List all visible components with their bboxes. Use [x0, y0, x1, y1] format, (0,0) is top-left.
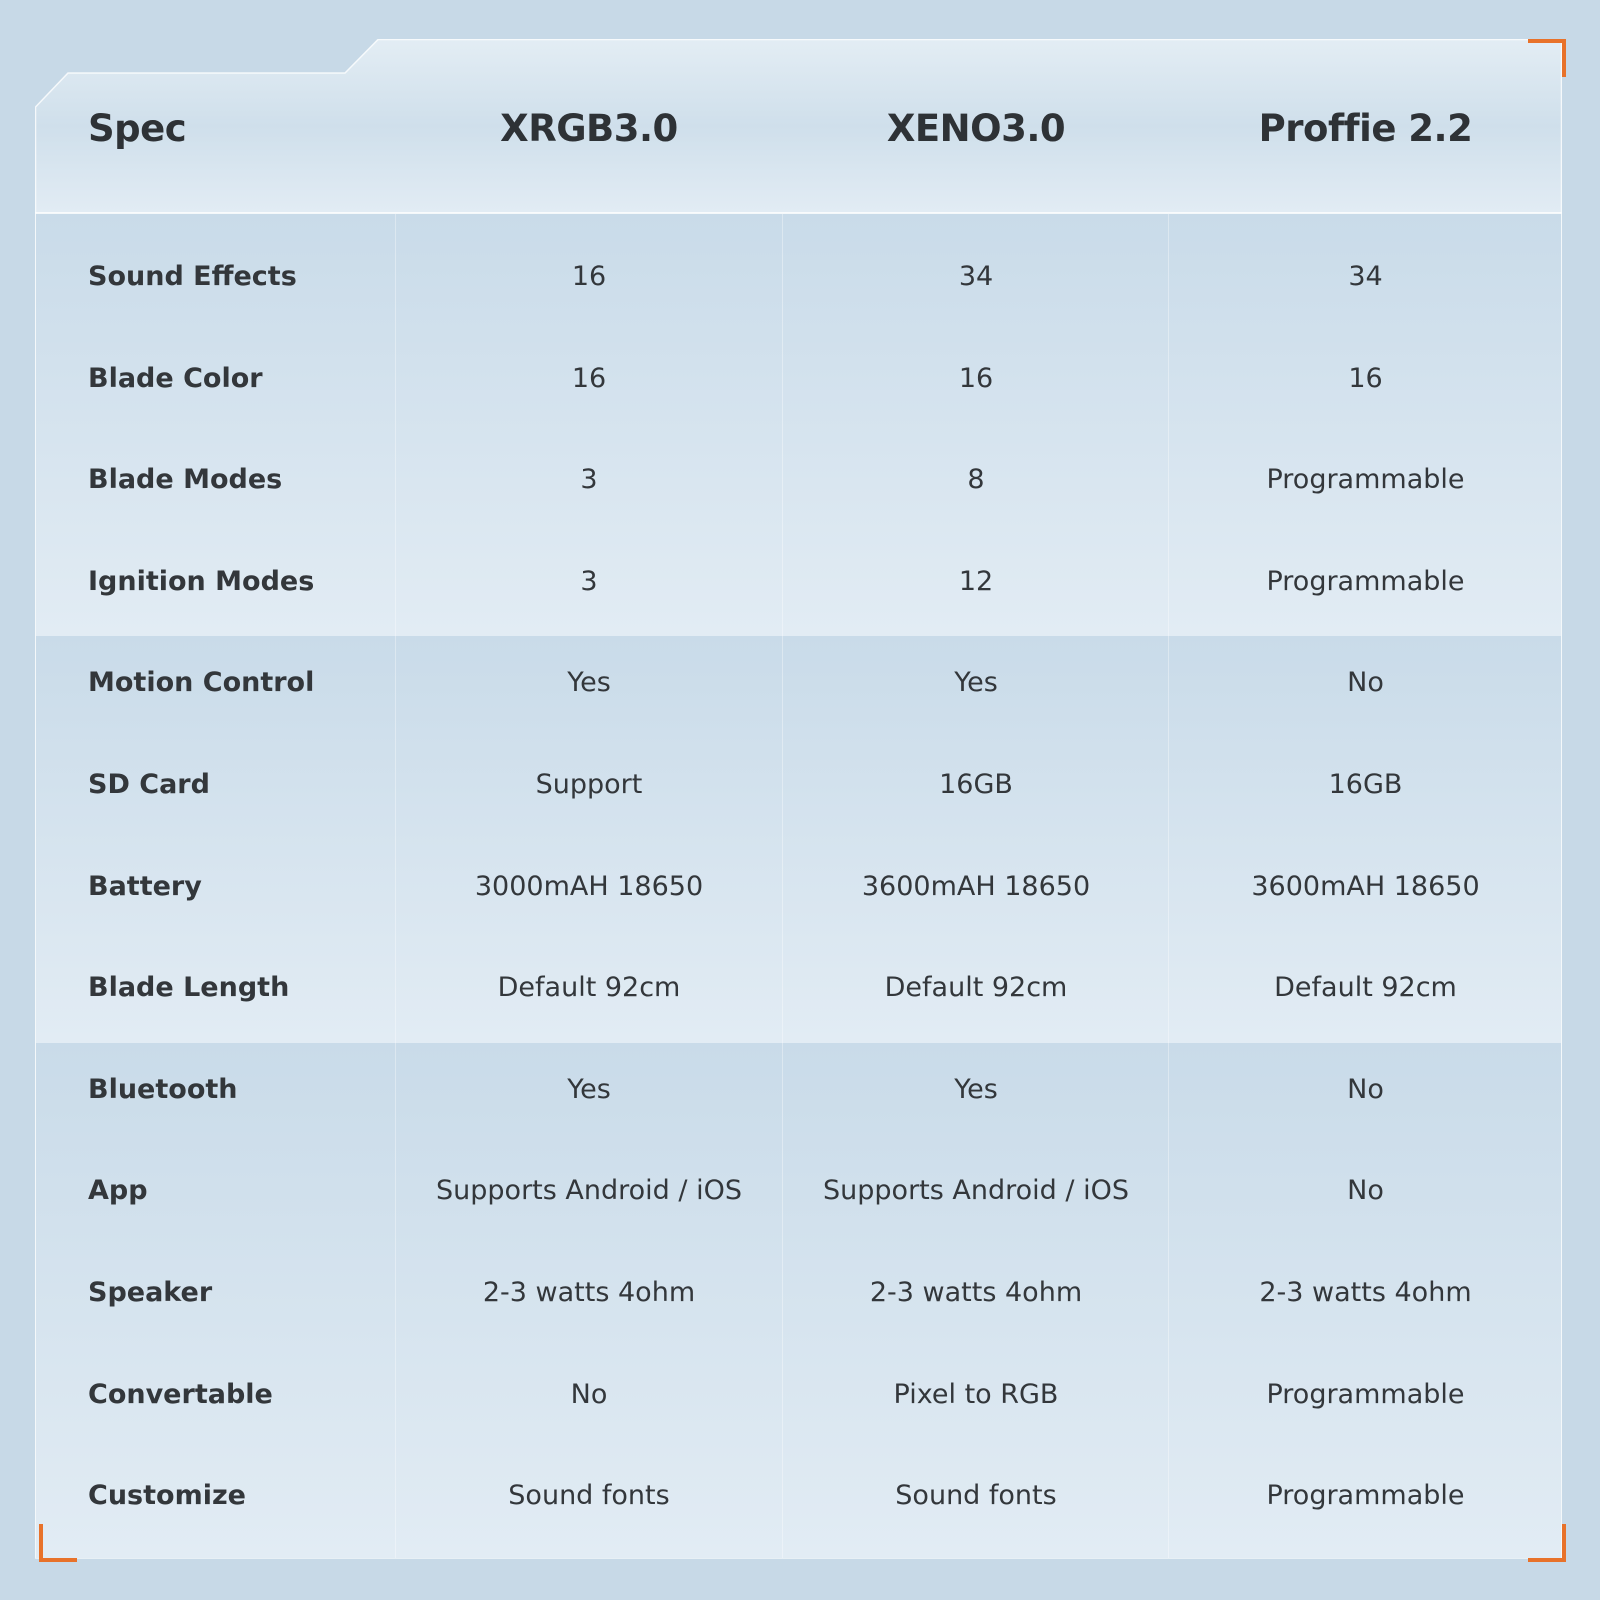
spec-value: Programmable — [1266, 1378, 1465, 1410]
table-row: Convertable No Pixel to RGB Programmable — [35, 1344, 1562, 1445]
spec-value: Programmable — [1266, 565, 1465, 597]
spec-value: Default 92cm — [1274, 972, 1457, 1004]
spec-label: Blade Length — [88, 972, 290, 1004]
spec-value: 16 — [1348, 362, 1383, 394]
table-row: Customize Sound fonts Sound fonts Programma… — [35, 1445, 1562, 1546]
spec-value: Yes — [954, 667, 998, 699]
spec-value: Supports Android / iOS — [436, 1175, 742, 1207]
spec-value: 34 — [958, 261, 994, 292]
table-header: Spec XRGB3.0 XENO3.0 Proffie 2.2 — [35, 39, 1562, 214]
spec-value: No — [1347, 1175, 1384, 1207]
spec-value: 16 — [571, 261, 607, 292]
spec-label: Customize — [88, 1480, 246, 1512]
spec-label: Blade Modes — [88, 464, 283, 496]
spec-value: 16 — [958, 362, 994, 394]
row-group-2 — [36, 636, 1561, 1043]
spec-value: 2-3 watts 4ohm — [869, 1277, 1083, 1308]
corner-accent-bottom-right — [1528, 1524, 1566, 1562]
spec-value: Sound fonts — [895, 1480, 1057, 1512]
table-row: Bluetooth Yes Yes No — [35, 1039, 1562, 1140]
spec-label: SD Card — [88, 769, 210, 800]
spec-label: Bluetooth — [88, 1073, 238, 1105]
spec-value: 12 — [958, 565, 994, 597]
spec-value: Yes — [954, 1073, 998, 1105]
table-row: SD Card Support 16GB 16GB — [35, 734, 1562, 835]
spec-value: Supports Android / iOS — [823, 1175, 1129, 1207]
table-row: Blade Length Default 92cm Default 92cm Defa… — [35, 937, 1562, 1038]
spec-value: 16 — [571, 362, 607, 394]
corner-accent-bottom-left — [39, 1524, 77, 1562]
spec-label: Motion Control — [88, 667, 315, 699]
spec-value: 3600mAH 18650 — [1251, 870, 1480, 902]
table-row: Blade Color 16 16 16 — [35, 328, 1562, 429]
panel-frame — [35, 39, 1562, 1559]
spec-label: Ignition Modes — [88, 565, 315, 597]
spec-value: Pixel to RGB — [893, 1378, 1059, 1410]
row-group-3 — [36, 1043, 1561, 1558]
spec-label: Speaker — [88, 1277, 213, 1308]
spec-value: 16GB — [939, 769, 1013, 800]
spec-label: Battery — [88, 870, 202, 902]
spec-label: App — [88, 1175, 148, 1207]
spec-value: Default 92cm — [884, 972, 1068, 1004]
table-row: Battery 3000mAH 18650 3600mAH 18650 3600mAH… — [35, 836, 1562, 937]
spec-value: 8 — [967, 464, 985, 496]
spec-value: No — [1347, 1073, 1384, 1105]
row-group-1 — [36, 214, 1561, 636]
spec-value: 3000mAH 18650 — [474, 870, 704, 902]
header-xrgb: XRGB3.0 — [500, 107, 678, 150]
spec-value: No — [570, 1378, 608, 1410]
spec-value: Yes — [567, 1073, 611, 1105]
spec-value: 3 — [580, 565, 598, 597]
corner-accent-top-right — [1528, 39, 1566, 77]
column-divider — [1168, 214, 1169, 1558]
spec-value: Support — [535, 769, 643, 800]
spec-comparison-table: Spec XRGB3.0 XENO3.0 Proffie 2.2 Sound E… — [35, 39, 1562, 1559]
column-divider — [782, 214, 783, 1558]
spec-label: Sound Effects — [88, 261, 297, 292]
spec-value: 16GB — [1328, 769, 1403, 800]
spec-value: No — [1347, 667, 1384, 699]
column-divider — [395, 214, 396, 1558]
header-xeno: XENO3.0 — [886, 107, 1066, 150]
spec-label: Convertable — [88, 1378, 273, 1410]
spec-value: Programmable — [1266, 1480, 1465, 1512]
spec-value: Sound fonts — [508, 1480, 670, 1512]
header-spec: Spec — [88, 107, 187, 150]
spec-value: 2-3 watts 4ohm — [1259, 1277, 1472, 1308]
table-row: Blade Modes 3 8 Programmable — [35, 429, 1562, 530]
spec-value: Yes — [567, 667, 611, 699]
spec-label: Blade Color — [88, 362, 263, 394]
table-row: Ignition Modes 3 12 Programmable — [35, 531, 1562, 632]
table-row: Sound Effects 16 34 34 — [35, 226, 1562, 327]
spec-value: 3600mAH 18650 — [861, 870, 1091, 902]
table-row: Speaker 2-3 watts 4ohm 2-3 watts 4ohm 2-3 w… — [35, 1242, 1562, 1343]
spec-value: Default 92cm — [497, 972, 681, 1004]
table-row: Motion Control Yes Yes No — [35, 632, 1562, 733]
spec-value: 34 — [1348, 261, 1383, 292]
spec-value: 2-3 watts 4ohm — [482, 1277, 696, 1308]
table-row: App Supports Android / iOS Supports Androi… — [35, 1140, 1562, 1241]
header-proffie: Proffie 2.2 — [1258, 107, 1473, 150]
spec-value: Programmable — [1266, 464, 1465, 496]
spec-value: 3 — [580, 464, 598, 496]
